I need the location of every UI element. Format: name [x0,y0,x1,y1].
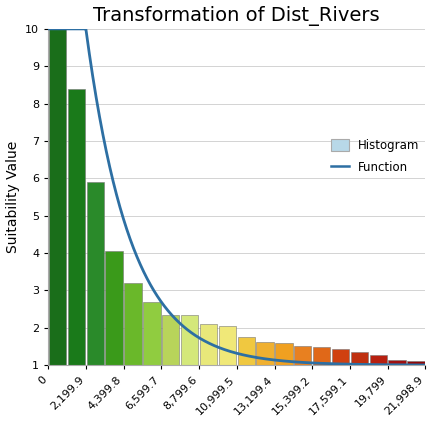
Bar [105,251,123,365]
Bar [406,361,424,365]
Bar [312,347,330,365]
Bar [68,89,85,365]
Bar [162,315,179,365]
Y-axis label: Suitability Value: Suitability Value [6,141,19,253]
Bar [143,302,160,365]
Legend: Histogram, Function: Histogram, Function [330,139,418,174]
Bar [256,342,273,365]
Bar [331,349,348,365]
Title: Transformation of Dist_Rivers: Transformation of Dist_Rivers [93,5,379,26]
Bar [49,29,66,365]
Bar [124,283,141,365]
Bar [237,337,254,365]
Bar [350,352,367,365]
Bar [387,360,405,365]
Bar [293,346,311,365]
Bar [369,355,386,365]
Bar [181,315,198,365]
Bar [86,182,104,365]
Bar [200,324,217,365]
Bar [275,343,292,365]
Bar [218,326,236,365]
